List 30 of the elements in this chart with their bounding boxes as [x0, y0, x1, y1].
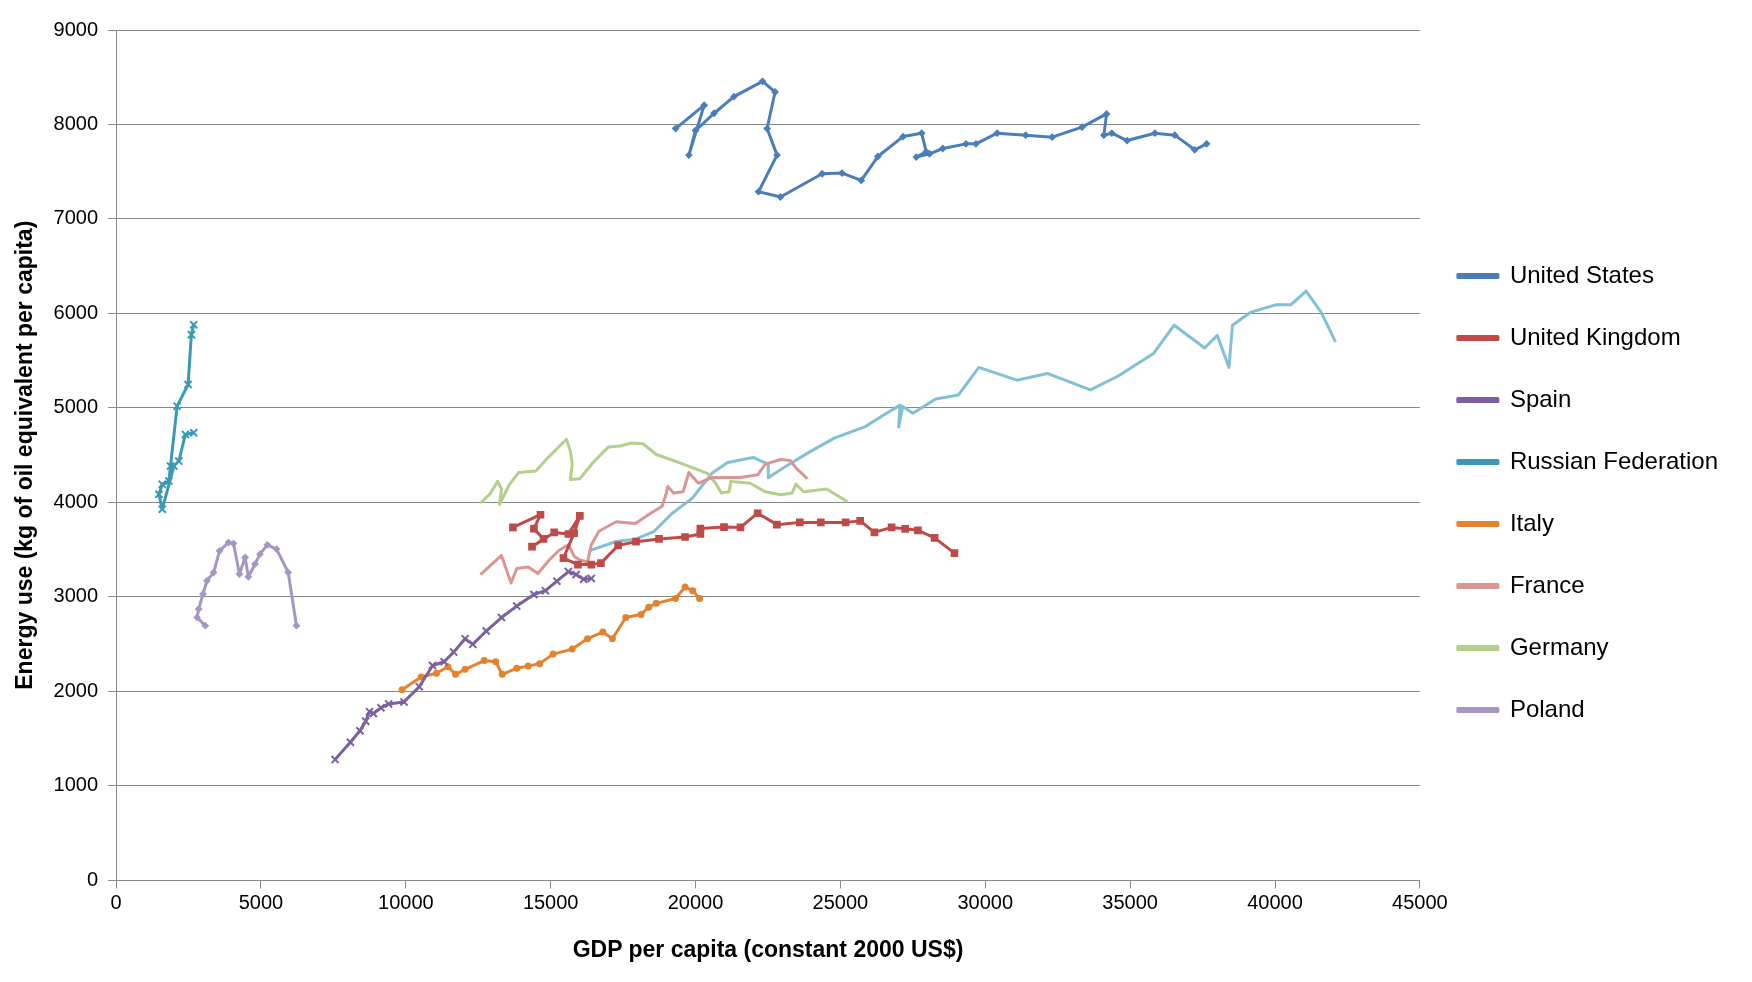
- y-tick-label: 8000: [53, 112, 99, 134]
- legend-label: United States: [1509, 260, 1654, 288]
- y-tick-label: 5000: [53, 395, 99, 418]
- x-tick-label: 30000: [957, 890, 1014, 913]
- y-axis-title: Energy use (kg of oil equivalent per capita): [11, 220, 38, 690]
- x-tick-label: 5000: [238, 890, 284, 913]
- y-tick-label: 7000: [53, 206, 99, 229]
- y-tick-label: 2000: [53, 678, 99, 701]
- x-tick-label: 40000: [1247, 890, 1303, 913]
- y-tick-label: 3000: [53, 584, 99, 607]
- legend-label: Italy: [1509, 508, 1554, 536]
- legend-label: France: [1509, 570, 1585, 598]
- x-tick-label: 45000: [1392, 890, 1448, 913]
- legend-label: Russian Federation: [1509, 446, 1719, 474]
- y-tick-label: 0: [86, 867, 99, 890]
- legend-label: Poland: [1509, 694, 1585, 722]
- x-tick-label: 35000: [1102, 890, 1158, 913]
- legend-label: United Kingdom: [1509, 322, 1681, 350]
- x-tick-label: 20000: [667, 890, 724, 913]
- x-tick-label: 10000: [378, 890, 434, 913]
- x-tick-label: 25000: [812, 890, 869, 913]
- y-tick-label: 1000: [53, 773, 99, 796]
- y-tick-label: 9000: [53, 17, 99, 40]
- y-tick-label: 6000: [53, 300, 99, 323]
- x-axis-title: GDP per capita (constant 2000 US$): [572, 935, 964, 962]
- legend-label: Spain: [1509, 384, 1572, 412]
- legend-label: Germany: [1509, 632, 1609, 660]
- y-tick-label: 4000: [53, 489, 99, 512]
- x-tick-label: 15000: [522, 890, 579, 913]
- x-tick-label: 0: [110, 890, 122, 913]
